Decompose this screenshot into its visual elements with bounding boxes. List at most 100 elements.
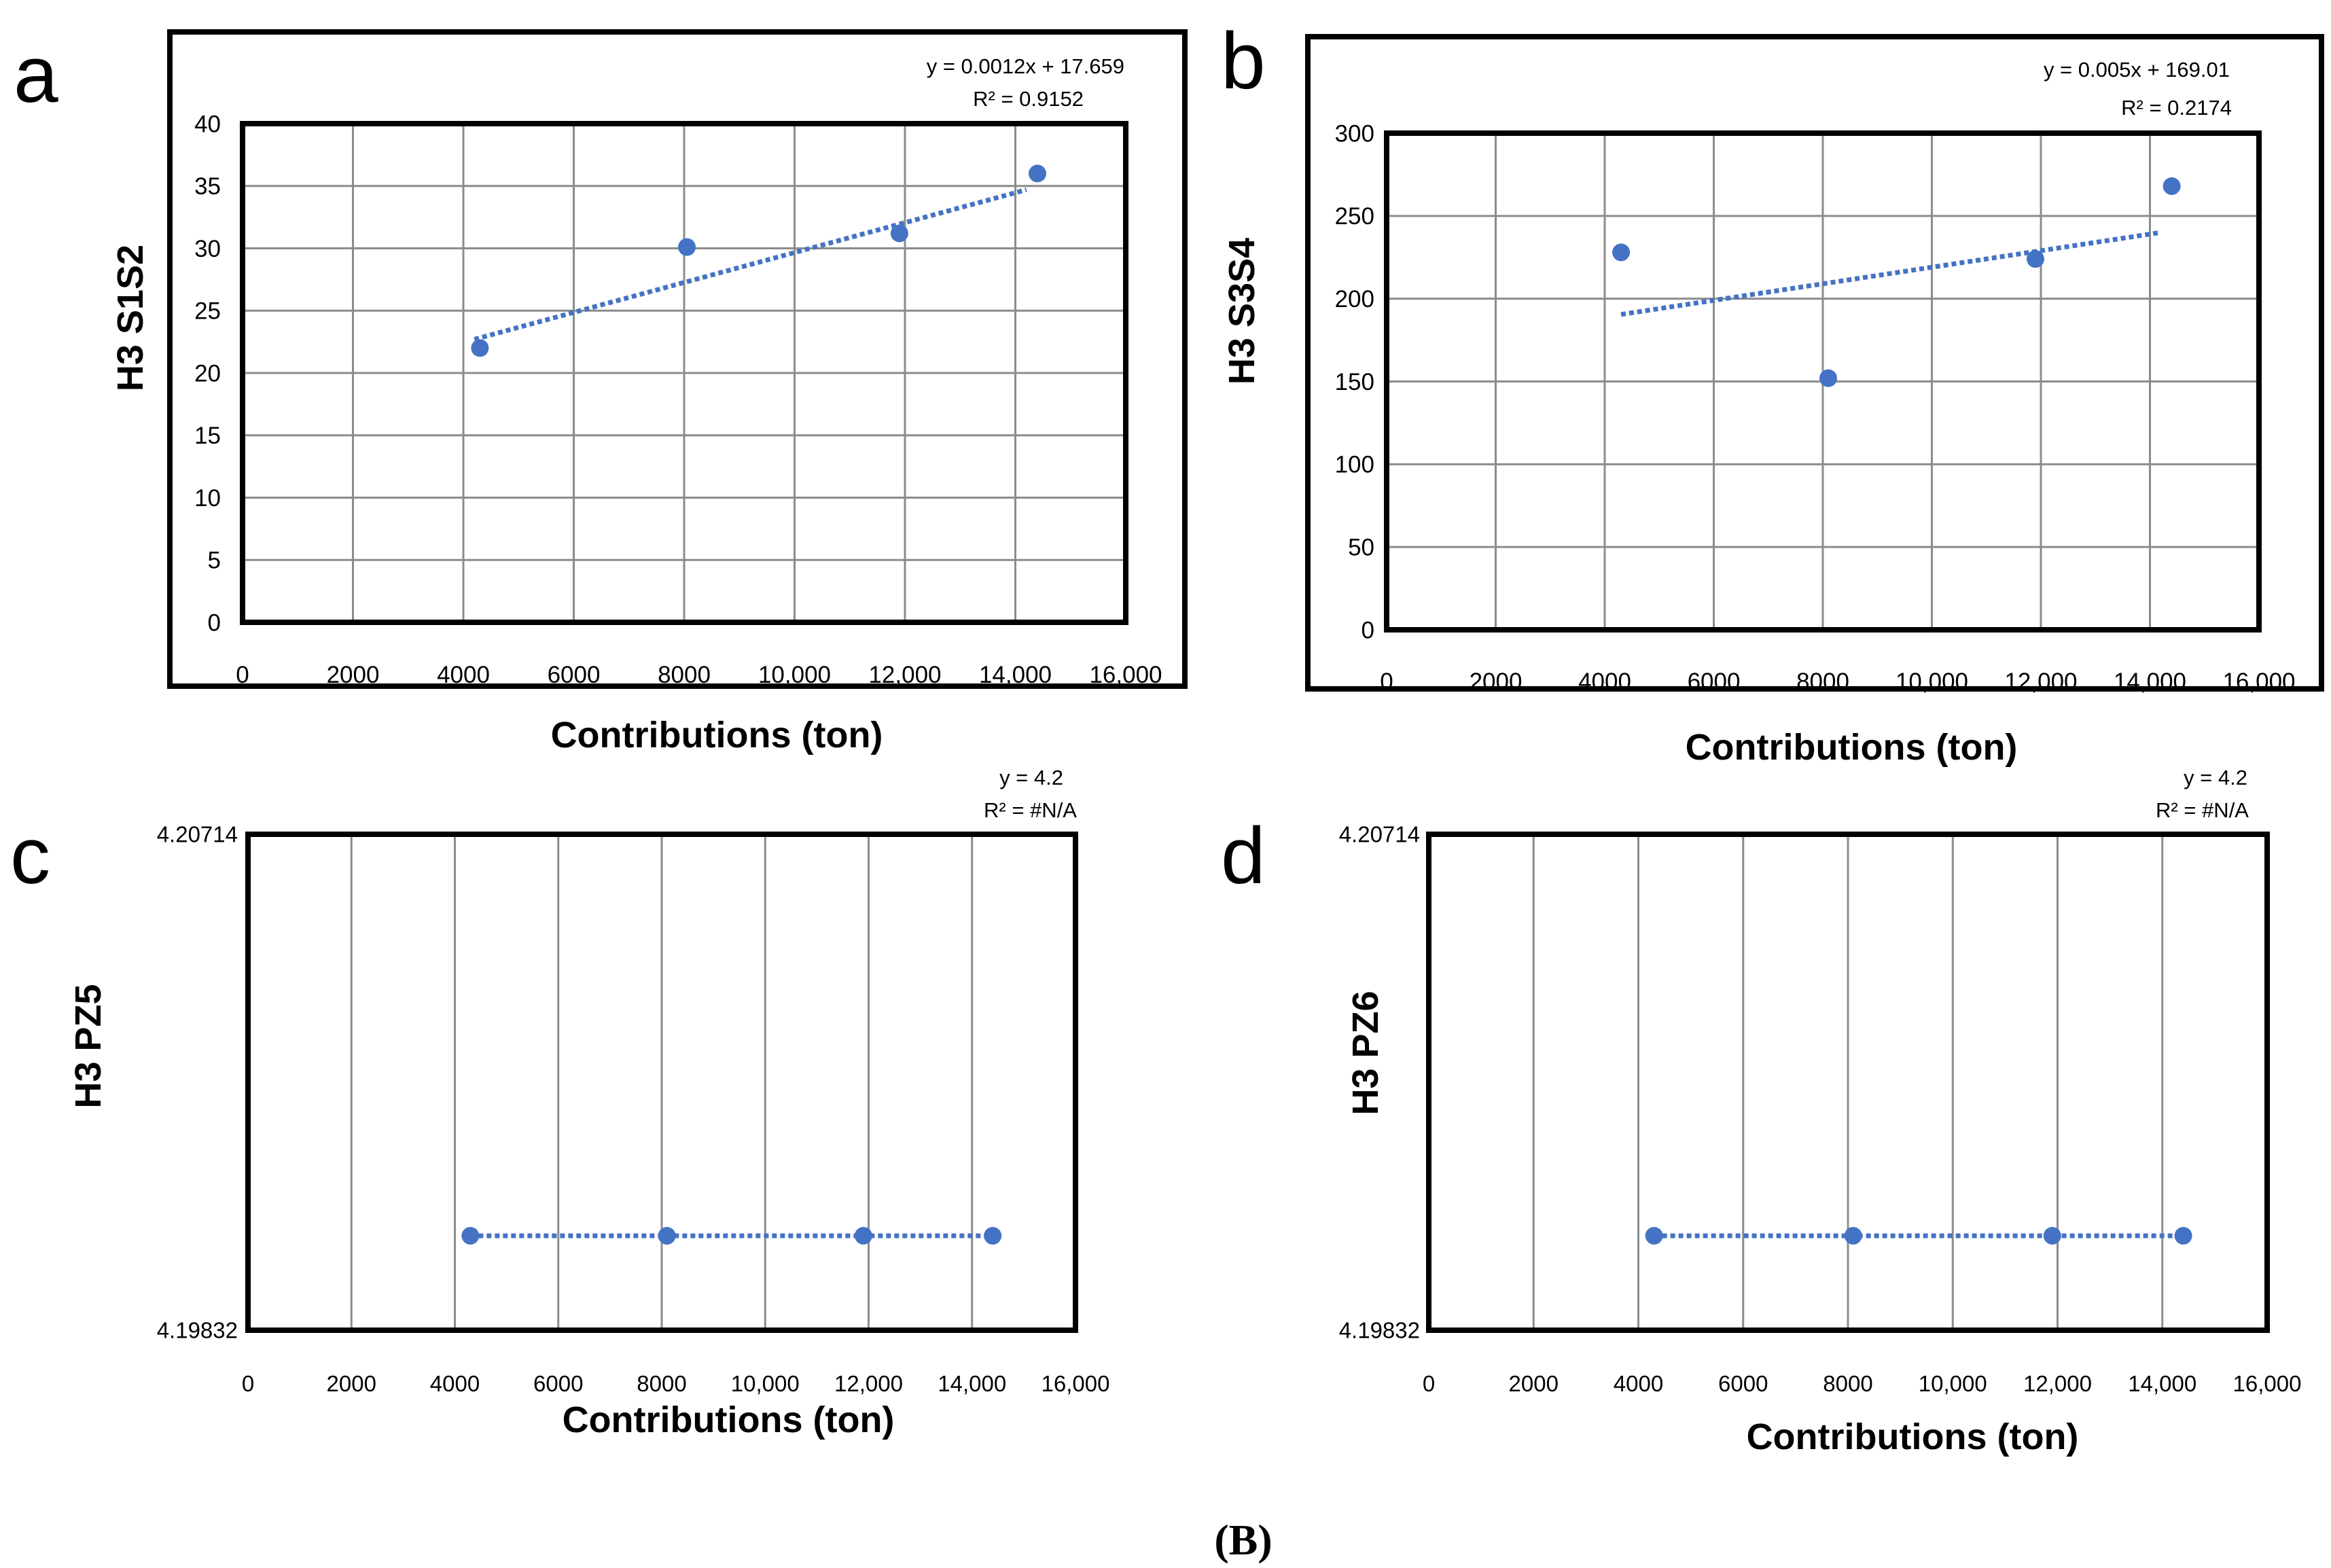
- plot-area-border: [240, 121, 1128, 625]
- data-point: [471, 339, 489, 357]
- chart-frame: [167, 29, 1188, 689]
- y-tick-label: 300: [1335, 120, 1374, 147]
- y-axis-title: H3 PZ6: [1345, 991, 1386, 1115]
- y-axis-title: H3 S1S2: [110, 245, 151, 391]
- x-tick-label: 14,000: [938, 1371, 1006, 1396]
- y-tick-label: 10: [194, 485, 221, 512]
- x-tick-label: 2000: [327, 662, 380, 688]
- panel-letter: d: [1221, 811, 1266, 901]
- x-tick-label: 2000: [327, 1371, 376, 1396]
- x-tick-label: 0: [236, 662, 249, 688]
- x-tick-label: 10,000: [731, 1371, 800, 1396]
- y-tick-label: 4.20714: [157, 822, 238, 847]
- x-tick-label: 16,000: [2233, 1371, 2302, 1396]
- x-tick-label: 8000: [1796, 669, 1849, 695]
- trendline: [474, 187, 1027, 342]
- trendline-equation: y = 4.2: [2184, 766, 2247, 789]
- x-tick-label: 6000: [1688, 669, 1741, 695]
- trendline-equation: y = 0.005x + 169.01: [2044, 58, 2230, 82]
- x-tick-label: 12,000: [2023, 1371, 2092, 1396]
- y-tick-label: 30: [194, 236, 221, 262]
- x-tick-label: 12,000: [2004, 669, 2077, 695]
- x-tick-label: 2000: [1470, 669, 1523, 695]
- charts-container: 0 2000 4000 6000 8000 10,000 12,000 14,000 16,00…: [10, 16, 2324, 1457]
- x-tick-label: 10,000: [758, 662, 831, 688]
- data-point: [2043, 1226, 2061, 1245]
- x-tick-label: 8000: [1823, 1371, 1872, 1396]
- y-tick-label: 4.20714: [1339, 822, 1420, 847]
- chart-panel-b: 0 2000 4000 6000 8000 10,000 12,000 14,000 16,00…: [1221, 16, 2324, 768]
- r-squared-label: R² = 0.9152: [973, 87, 1084, 111]
- x-tick-label: 4000: [437, 662, 490, 688]
- y-tick-label: 4.19832: [157, 1318, 238, 1343]
- data-point: [1029, 164, 1046, 183]
- data-point: [461, 1226, 480, 1245]
- x-tick-label: 14,000: [979, 662, 1052, 688]
- data-point: [1612, 243, 1631, 262]
- chart-panel-a: 0 2000 4000 6000 8000 10,000 12,000 14,000 16,00…: [14, 29, 1188, 755]
- data-point: [890, 224, 908, 243]
- y-axis-title: H3 PZ5: [68, 984, 109, 1108]
- x-tick-label: 8000: [658, 662, 711, 688]
- chart-frame: [1305, 34, 2324, 692]
- x-tick-label: 4000: [1578, 669, 1631, 695]
- x-tick-label: 12,000: [868, 662, 941, 688]
- y-tick-label: 100: [1335, 452, 1374, 478]
- x-tick-label: 8000: [637, 1371, 686, 1396]
- x-tick-label: 6000: [548, 662, 601, 688]
- x-tick-label: 12,000: [834, 1371, 903, 1396]
- x-axis-title: Contributions (ton): [1686, 727, 2018, 768]
- x-tick-label: 0: [242, 1371, 254, 1396]
- y-tick-label: 25: [194, 298, 221, 325]
- r-squared-label: R² = #N/A: [984, 798, 1077, 822]
- data-point: [854, 1226, 872, 1245]
- chart-panel-c: 0 2000 4000 6000 8000 10,000 12,000 14,000 16,00…: [10, 766, 1109, 1440]
- x-axis-title: Contributions (ton): [563, 1400, 895, 1440]
- chart-panel-d: 0 2000 4000 6000 8000 10,000 12,000 14,000 16,00…: [1221, 766, 2301, 1457]
- x-tick-label: 0: [1380, 669, 1393, 695]
- x-tick-label: 10,000: [1919, 1371, 1987, 1396]
- figure-caption: (B): [1214, 1516, 1272, 1564]
- data-point: [678, 238, 696, 256]
- x-tick-label: 4000: [1614, 1371, 1663, 1396]
- x-tick-label: 16,000: [2222, 669, 2295, 695]
- x-tick-label: 6000: [1718, 1371, 1768, 1396]
- y-tick-label: 5: [208, 548, 221, 574]
- x-axis-title: Contributions (ton): [1747, 1416, 2079, 1457]
- y-tick-label: 200: [1335, 286, 1374, 313]
- y-tick-label: 150: [1335, 369, 1374, 395]
- plot-area-border: [1426, 832, 2270, 1333]
- x-tick-label: 6000: [533, 1371, 583, 1396]
- data-point: [1645, 1226, 1663, 1245]
- plot-area-border: [1384, 130, 2262, 632]
- trendline: [1620, 230, 2162, 317]
- x-tick-label: 14,000: [2114, 669, 2186, 695]
- data-point: [1844, 1226, 1862, 1245]
- y-tick-label: 250: [1335, 203, 1374, 230]
- data-point: [2026, 250, 2044, 268]
- y-tick-label: 35: [194, 173, 221, 200]
- y-tick-label: 0: [1362, 617, 1374, 643]
- y-tick-label: 15: [194, 423, 221, 449]
- y-tick-label: 40: [194, 111, 221, 137]
- x-tick-label: 2000: [1509, 1371, 1559, 1396]
- y-tick-label: 4.19832: [1339, 1318, 1420, 1343]
- data-point: [658, 1226, 676, 1245]
- plot-area-border: [245, 832, 1078, 1333]
- panel-letter: a: [14, 30, 58, 120]
- y-axis-title: H3 S3S4: [1222, 238, 1262, 385]
- x-tick-label: 4000: [430, 1371, 480, 1396]
- panel-letter: c: [10, 811, 50, 901]
- r-squared-label: R² = 0.2174: [2121, 96, 2232, 120]
- y-tick-label: 0: [208, 609, 221, 636]
- trendline-equation: y = 4.2: [999, 766, 1063, 789]
- x-tick-label: 0: [1423, 1371, 1435, 1396]
- x-axis-title: Contributions (ton): [551, 715, 883, 755]
- data-point: [984, 1226, 1002, 1245]
- trendline-equation: y = 0.0012x + 17.659: [927, 54, 1124, 78]
- data-point: [1819, 369, 1838, 387]
- r-squared-label: R² = #N/A: [2156, 798, 2249, 822]
- y-tick-label: 50: [1348, 534, 1374, 560]
- x-tick-label: 14,000: [2128, 1371, 2196, 1396]
